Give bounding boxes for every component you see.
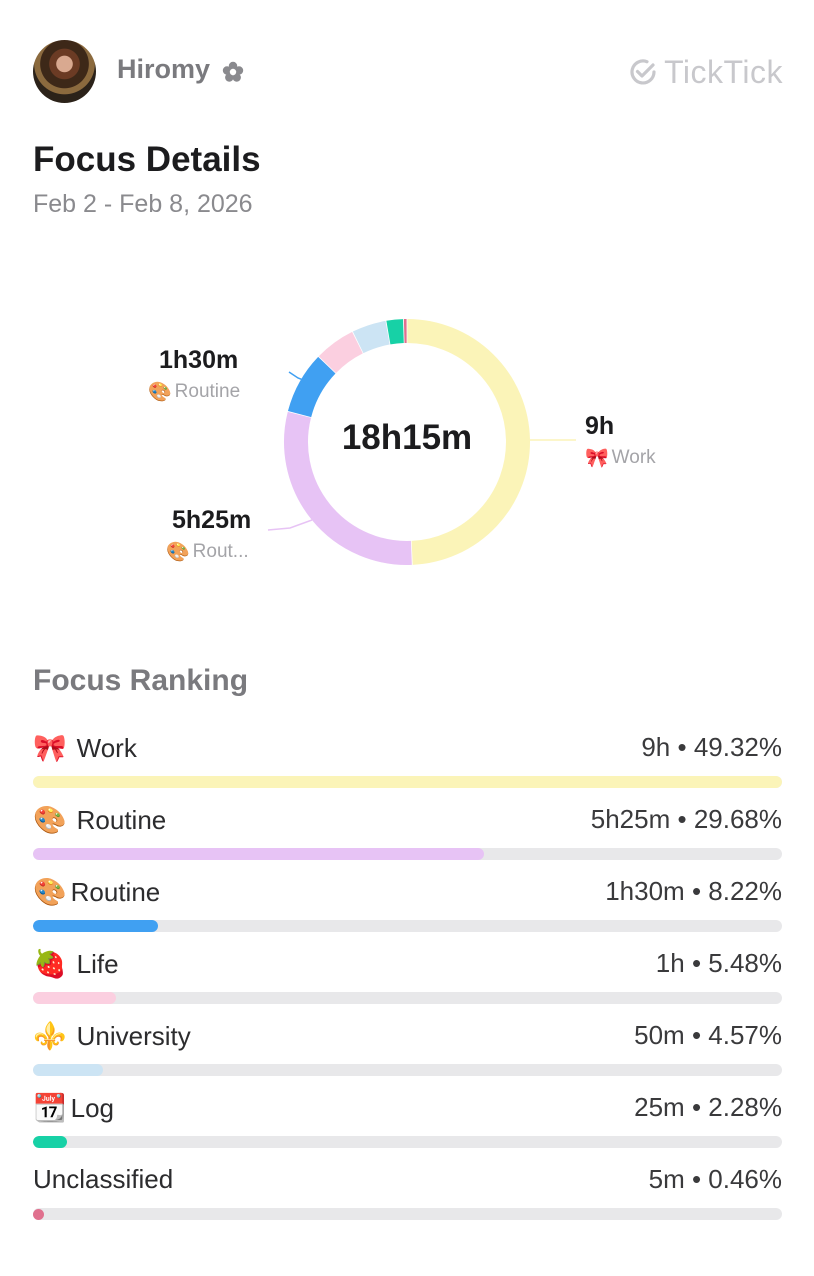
- ranking-row-university[interactable]: ⚜️ University 50m • 4.57%: [33, 1012, 782, 1084]
- date-range[interactable]: Feb 2 - Feb 8, 2026: [33, 190, 253, 218]
- progress-fill: [33, 920, 159, 932]
- ranking-label: Unclassified: [33, 1164, 174, 1194]
- progress-fill: [33, 1064, 103, 1076]
- fleur-de-lis-icon: ⚜️: [33, 1021, 67, 1051]
- callout-label-text: Routine: [174, 381, 241, 402]
- callout-label-text: Rout...: [192, 541, 249, 562]
- donut-slice-work[interactable]: [407, 319, 530, 565]
- ranking-label: Life: [76, 948, 119, 979]
- ranking-name: 🎨 Routine: [33, 876, 160, 908]
- ranking-name: 🍓 Life: [33, 948, 119, 980]
- progress-fill: [33, 776, 782, 788]
- callout-label-work: 🎀 Work: [585, 446, 656, 470]
- donut-slice-log[interactable]: [386, 319, 404, 345]
- ranking-row-unclassified[interactable]: Unclassified 5m • 0.46%: [33, 1156, 782, 1228]
- donut-slice-routine[interactable]: [284, 411, 412, 565]
- callout-value-work: 9h: [585, 412, 615, 440]
- donut-slice-routine[interactable]: [287, 356, 336, 418]
- donut-slice-university[interactable]: [352, 320, 391, 354]
- ranking-value: 5m • 0.46%: [648, 1164, 782, 1194]
- ranking-value: 5h25m • 29.68%: [590, 804, 782, 834]
- checkmark-circle-icon: [630, 59, 656, 85]
- ranking-label: Routine: [76, 804, 167, 835]
- strawberry-icon: 🍓: [33, 949, 67, 979]
- progress-track: [33, 776, 782, 788]
- progress-track: [33, 848, 782, 860]
- ranking-value: 1h30m • 8.22%: [605, 876, 782, 906]
- calendar-icon: 📆: [33, 1093, 67, 1123]
- progress-dot: [33, 1209, 44, 1220]
- progress-fill: [33, 1136, 68, 1148]
- progress-fill: [33, 992, 117, 1004]
- palette-icon: 🎨: [33, 805, 67, 835]
- palette-icon: 🎨: [33, 877, 67, 907]
- progress-track: [33, 1208, 782, 1220]
- callout-value-routine-1: 1h30m: [159, 346, 239, 374]
- bow-icon: 🎀: [33, 733, 67, 763]
- total-focus-time: 18h15m: [341, 418, 473, 457]
- progress-track: [33, 920, 782, 932]
- ranking-name: ⚜️ University: [33, 1020, 191, 1052]
- ranking-row-routine-2[interactable]: 🎨 Routine 1h30m • 8.22%: [33, 868, 782, 940]
- focus-donut-chart: 18h15m 9h 🎀 Work 1h30m 🎨 Routine 5h25m 🎨…: [0, 290, 814, 610]
- bow-icon: 🎀: [585, 448, 609, 469]
- ranking-value: 25m • 2.28%: [634, 1092, 782, 1122]
- ranking-label: Log: [70, 1092, 115, 1123]
- callout-label-text: Work: [611, 447, 656, 468]
- ranking-row-work[interactable]: 🎀 Work 9h • 49.32%: [33, 724, 782, 796]
- ticktick-logo: TickTick: [628, 52, 783, 92]
- progress-track: [33, 992, 782, 1004]
- page-title: Focus Details: [33, 140, 261, 179]
- progress-track: [33, 1064, 782, 1076]
- ranking-label: University: [76, 1020, 191, 1051]
- ranking-row-routine[interactable]: 🎨 Routine 5h25m • 29.68%: [33, 796, 782, 868]
- ranking-value: 50m • 4.57%: [634, 1020, 782, 1050]
- brand-name: TickTick: [664, 53, 783, 90]
- progress-fill: [33, 848, 484, 860]
- palette-icon: 🎨: [166, 542, 190, 563]
- ranking-row-log[interactable]: 📆 Log 25m • 2.28%: [33, 1084, 782, 1156]
- callout-label-routine-1: 🎨 Routine: [148, 380, 240, 404]
- leader-line-routine-2: [267, 519, 313, 531]
- leader-line-routine-1: [288, 371, 317, 386]
- donut-slice-life[interactable]: [318, 331, 364, 374]
- progress-track: [33, 1136, 782, 1148]
- profile-header: Hiromy TickTick: [33, 40, 783, 104]
- ranking-name: 🎀 Work: [33, 732, 137, 764]
- flower-icon: [222, 61, 244, 82]
- ranking-label: Work: [76, 732, 137, 763]
- ranking-name: Unclassified: [33, 1164, 173, 1195]
- donut-svg: [267, 319, 576, 565]
- palette-icon: 🎨: [148, 382, 172, 403]
- ranking-label: Routine: [70, 876, 161, 907]
- focus-ranking-list: 🎀 Work 9h • 49.32% 🎨 Routine 5h25m • 29.…: [33, 724, 782, 1228]
- callout-label-routine-2: 🎨 Rout...: [166, 540, 249, 564]
- avatar[interactable]: [33, 40, 96, 103]
- ranking-row-life[interactable]: 🍓 Life 1h • 5.48%: [33, 940, 782, 1012]
- ranking-name: 🎨 Routine: [33, 804, 166, 836]
- ranking-value: 9h • 49.32%: [641, 732, 782, 762]
- username: Hiromy: [117, 54, 211, 84]
- ranking-value: 1h • 5.48%: [655, 948, 782, 978]
- ranking-title: Focus Ranking: [33, 664, 249, 697]
- callout-value-routine-2: 5h25m: [172, 506, 252, 534]
- ranking-name: 📆 Log: [33, 1092, 114, 1124]
